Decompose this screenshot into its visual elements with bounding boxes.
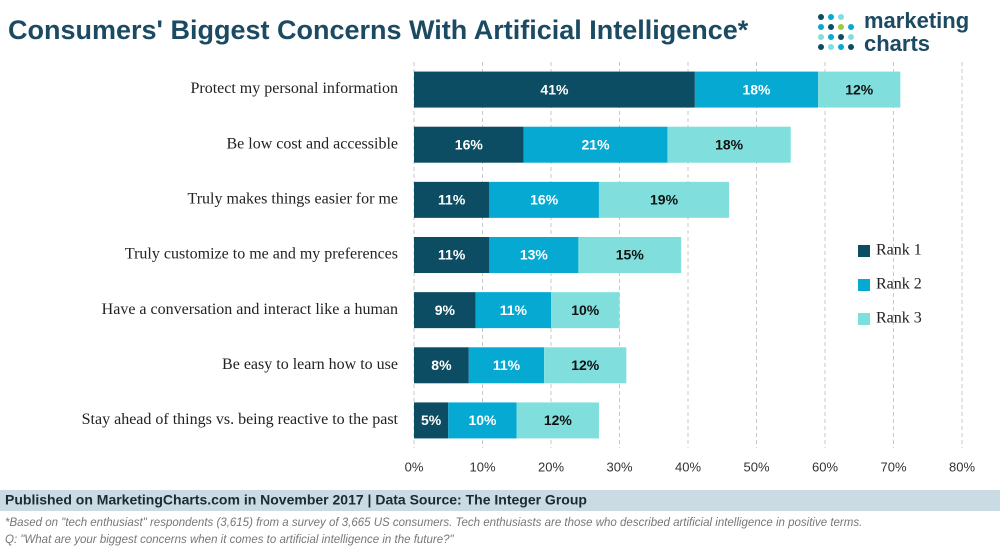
- value-label: 16%: [455, 136, 484, 152]
- chart-title: Consumers' Biggest Concerns With Artific…: [8, 15, 749, 45]
- bar: [414, 237, 490, 273]
- value-label: 18%: [742, 81, 771, 97]
- bar: [468, 347, 545, 384]
- x-tick-label: 0%: [405, 459, 424, 474]
- value-label: 10%: [468, 412, 497, 428]
- bar: [414, 292, 476, 329]
- value-label: 19%: [650, 192, 679, 208]
- bar: [475, 292, 551, 329]
- value-label: 12%: [544, 412, 573, 428]
- source-bar: [0, 490, 1000, 511]
- bar: [598, 181, 730, 218]
- bar: [414, 347, 469, 384]
- bar: [516, 402, 599, 439]
- bar: [578, 237, 682, 273]
- value-label: 5%: [421, 412, 442, 428]
- bar: [694, 71, 819, 108]
- x-tick-label: 50%: [743, 459, 769, 474]
- y-tick-label: Stay ahead of things vs. being reactive …: [82, 411, 399, 428]
- x-tick-label: 60%: [812, 459, 838, 474]
- bar: [551, 292, 620, 329]
- x-tick-label: 20%: [538, 459, 564, 474]
- bar: [523, 126, 668, 163]
- bar: [667, 126, 791, 163]
- value-label: 12%: [571, 357, 600, 373]
- value-label: 11%: [493, 357, 521, 373]
- legend-label: Rank 1: [876, 242, 922, 259]
- logo-text: charts: [864, 31, 930, 56]
- x-tick-label: 30%: [606, 459, 632, 474]
- value-label: 21%: [582, 136, 611, 152]
- value-label: 18%: [715, 136, 744, 152]
- x-tick-label: 10%: [469, 459, 495, 474]
- value-label: 11%: [500, 302, 528, 318]
- value-label: 11%: [438, 247, 466, 263]
- value-label: 12%: [845, 81, 874, 97]
- legend-swatch: [858, 245, 870, 257]
- legend-swatch: [858, 279, 870, 291]
- x-tick-label: 80%: [949, 459, 975, 474]
- legend-label: Rank 2: [876, 276, 922, 293]
- value-label: 11%: [438, 192, 466, 208]
- bar: [414, 126, 524, 163]
- bar: [544, 347, 627, 384]
- logo-dots: [818, 14, 854, 50]
- bar: [489, 181, 599, 218]
- value-label: 41%: [540, 81, 569, 97]
- bar: [489, 237, 579, 273]
- x-tick-label: 70%: [880, 459, 906, 474]
- note: Q: "What are your biggest concerns when …: [5, 534, 454, 546]
- legend-label: Rank 3: [876, 310, 922, 327]
- y-tick-label: Be easy to learn how to use: [222, 356, 398, 373]
- legend-swatch: [858, 313, 870, 325]
- source: Published on MarketingCharts.com in Nove…: [5, 492, 587, 508]
- y-tick-label: Truly makes things easier for me: [188, 191, 398, 208]
- value-label: 10%: [571, 302, 600, 318]
- value-label: 13%: [520, 247, 549, 263]
- bar: [448, 402, 517, 439]
- y-tick-label: Protect my personal information: [190, 80, 398, 97]
- note: *Based on "tech enthusiast" respondents …: [5, 517, 862, 529]
- logo-text: marketing: [864, 8, 969, 33]
- bar: [818, 71, 901, 108]
- bar: [414, 181, 490, 218]
- value-label: 8%: [431, 357, 452, 373]
- y-tick-label: Truly customize to me and my preferences: [125, 246, 398, 263]
- value-label: 16%: [530, 192, 559, 208]
- y-tick-label: Be low cost and accessible: [227, 135, 399, 152]
- x-tick-label: 40%: [675, 459, 701, 474]
- y-tick-label: Have a conversation and interact like a …: [102, 301, 398, 318]
- bar: [414, 71, 695, 108]
- value-label: 9%: [435, 302, 456, 318]
- value-label: 15%: [616, 247, 645, 263]
- bar: [414, 402, 449, 439]
